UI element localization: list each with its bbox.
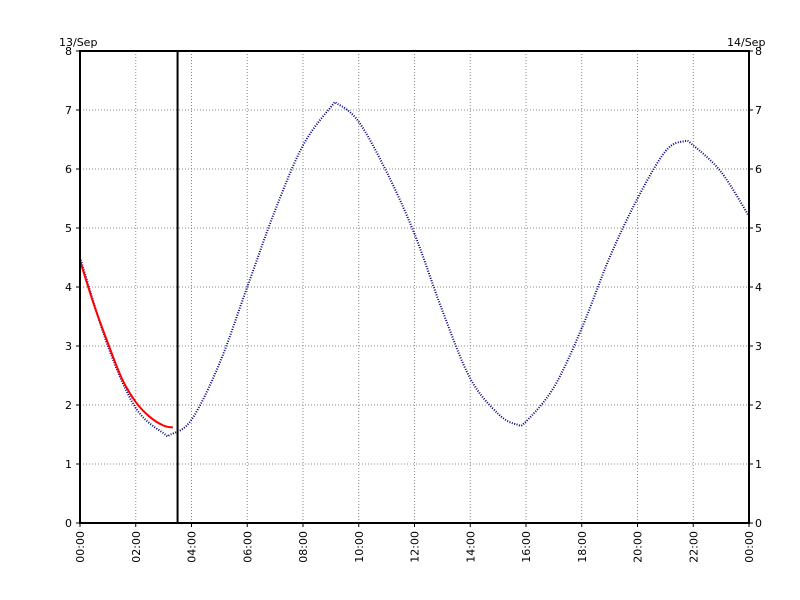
x-tick-label: 16:00 [520,531,533,563]
y-tick-label-left: 7 [65,104,72,117]
y-tick-label-left: 8 [65,45,72,58]
y-tick-label-left: 6 [65,163,72,176]
x-tick-label: 00:00 [743,531,756,563]
date-start-label: 13/Sep [59,36,97,49]
series-layer [79,101,750,438]
y-tick-label-left: 4 [65,281,72,294]
x-tick-label: 02:00 [130,531,143,563]
x-tick-label: 10:00 [353,531,366,563]
x-axis: 00:00 02:00 04:00 06:00 08:00 10:00 12:00 14:00… [74,523,756,563]
y-tick-label-right: 1 [755,458,762,471]
x-tick-label: 08:00 [297,531,310,563]
x-tick-label: 22:00 [687,531,700,563]
observed-tide-series [79,260,174,429]
plot-background [80,51,749,523]
y-tick-label-right: 2 [755,399,762,412]
x-tick-label: 04:00 [186,531,199,563]
y-tick-label-right: 8 [755,45,762,58]
x-tick-label: 18:00 [576,531,589,563]
x-tick-label: 20:00 [632,531,645,563]
y-tick-label-right: 7 [755,104,762,117]
y-axis-right: 0 1 2 3 4 5 6 7 8 [749,45,762,530]
x-tick-label: 00:00 [74,531,87,563]
y-tick-label-left: 3 [65,340,72,353]
x-tick-label: 12:00 [409,531,422,563]
y-tick-label-left: 5 [65,222,72,235]
x-tick-label: 14:00 [464,531,477,563]
y-tick-label-right: 6 [755,163,762,176]
y-tick-label-left: 0 [65,517,72,530]
y-axis-left: 0 1 2 3 4 5 6 7 8 [65,45,80,530]
y-tick-label-right: 4 [755,281,762,294]
vertical-gridlines [135,51,694,523]
y-tick-label-left: 2 [65,399,72,412]
y-tick-label-right: 5 [755,222,762,235]
y-tick-label-left: 1 [65,458,72,471]
date-end-label: 14/Sep [727,36,765,49]
y-tick-label-right: 3 [755,340,762,353]
x-tick-label: 06:00 [241,531,254,563]
y-tick-label-right: 0 [755,517,762,530]
